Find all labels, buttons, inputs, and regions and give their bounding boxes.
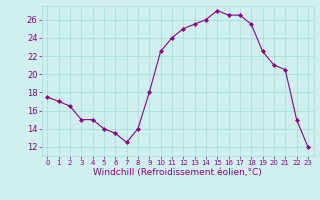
X-axis label: Windchill (Refroidissement éolien,°C): Windchill (Refroidissement éolien,°C)	[93, 168, 262, 177]
